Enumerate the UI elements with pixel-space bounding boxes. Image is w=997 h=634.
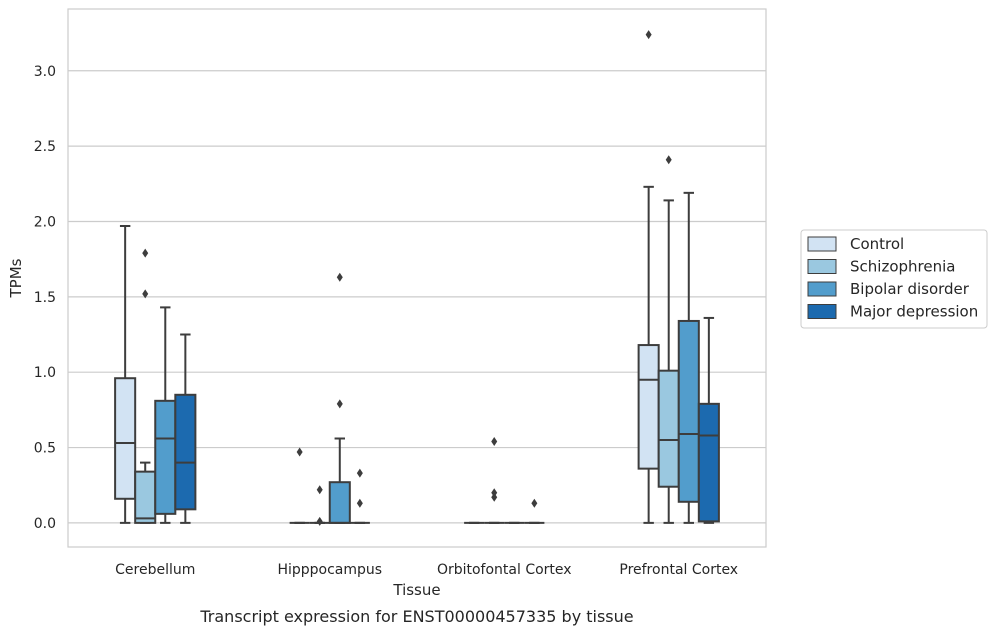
outlier-point xyxy=(531,498,538,508)
y-tick-labels: 0.0 0.5 1.0 1.5 2.0 2.5 3.0 xyxy=(34,64,56,532)
outlier-point xyxy=(665,155,672,165)
outlier-point xyxy=(316,516,323,526)
box-2-1 xyxy=(328,272,351,524)
y-tick-label: 3.0 xyxy=(34,64,56,80)
iqr-box xyxy=(637,344,660,470)
outlier-point xyxy=(336,399,343,409)
outlier-point xyxy=(491,488,498,498)
box-2-0 xyxy=(154,306,177,524)
outlier-point xyxy=(316,485,323,495)
iqr-box xyxy=(114,377,137,500)
box-3-3 xyxy=(697,316,720,524)
box-3-0 xyxy=(174,333,197,524)
iqr-box xyxy=(697,402,720,523)
box-1-2 xyxy=(484,437,505,524)
box-1-1 xyxy=(309,485,330,526)
plot-frame xyxy=(67,8,767,548)
y-axis-title: TPMs xyxy=(7,258,25,298)
y-tick-label: 0.5 xyxy=(34,441,56,457)
box-2-3 xyxy=(677,191,700,524)
y-tick-label: 0.0 xyxy=(34,516,56,532)
chart-caption: Transcript expression for ENST0000045733… xyxy=(199,607,633,626)
legend-frame xyxy=(800,229,988,329)
legend-swatch xyxy=(807,304,837,319)
legend-swatch xyxy=(807,259,837,274)
y-tick-label: 2.5 xyxy=(34,139,56,155)
x-tick-label: Orbitofontal Cortex xyxy=(437,562,572,578)
outlier-point xyxy=(296,447,303,457)
outlier-point xyxy=(645,30,652,40)
boxes xyxy=(114,30,720,526)
legend: Control Schizophrenia Bipolar disorder Majo… xyxy=(800,229,988,329)
iqr-box xyxy=(174,393,197,511)
legend-swatch xyxy=(807,236,837,252)
x-axis-title: Tissue xyxy=(392,581,440,599)
outlier-point xyxy=(336,272,343,282)
iqr-box xyxy=(657,369,680,488)
x-tick-label: Hipppocampus xyxy=(277,562,382,578)
outlier-point xyxy=(491,492,498,502)
outlier-point xyxy=(142,248,149,258)
box-1-0 xyxy=(134,248,157,524)
y-tick-label: 1.0 xyxy=(34,365,56,381)
box-0-0 xyxy=(114,225,137,524)
box-3-1 xyxy=(349,468,370,524)
outlier-point xyxy=(356,468,363,478)
legend-label: Bipolar disorder xyxy=(850,280,970,298)
y-tick-label: 1.5 xyxy=(34,290,56,306)
legend-label: Schizophrenia xyxy=(850,258,955,276)
outlier-point xyxy=(491,437,498,447)
box-0-1 xyxy=(289,447,310,524)
x-tick-label: Prefrontal Cortex xyxy=(619,562,738,578)
iqr-box xyxy=(154,399,177,515)
box-3-2 xyxy=(524,498,545,524)
outlier-point xyxy=(356,498,363,508)
iqr-box xyxy=(677,319,700,503)
x-tick-labels: Cerebellum Hipppocampus Orbitofontal Corte… xyxy=(115,562,738,578)
legend-label: Major depression xyxy=(850,303,978,321)
outlier-point xyxy=(142,289,149,299)
x-tick-label: Cerebellum xyxy=(115,562,195,578)
iqr-box xyxy=(328,481,351,524)
box-0-3 xyxy=(637,30,660,524)
iqr-box xyxy=(134,470,157,524)
legend-swatch xyxy=(807,281,837,297)
y-tick-label: 2.0 xyxy=(34,214,56,230)
legend-label: Control xyxy=(850,235,904,253)
